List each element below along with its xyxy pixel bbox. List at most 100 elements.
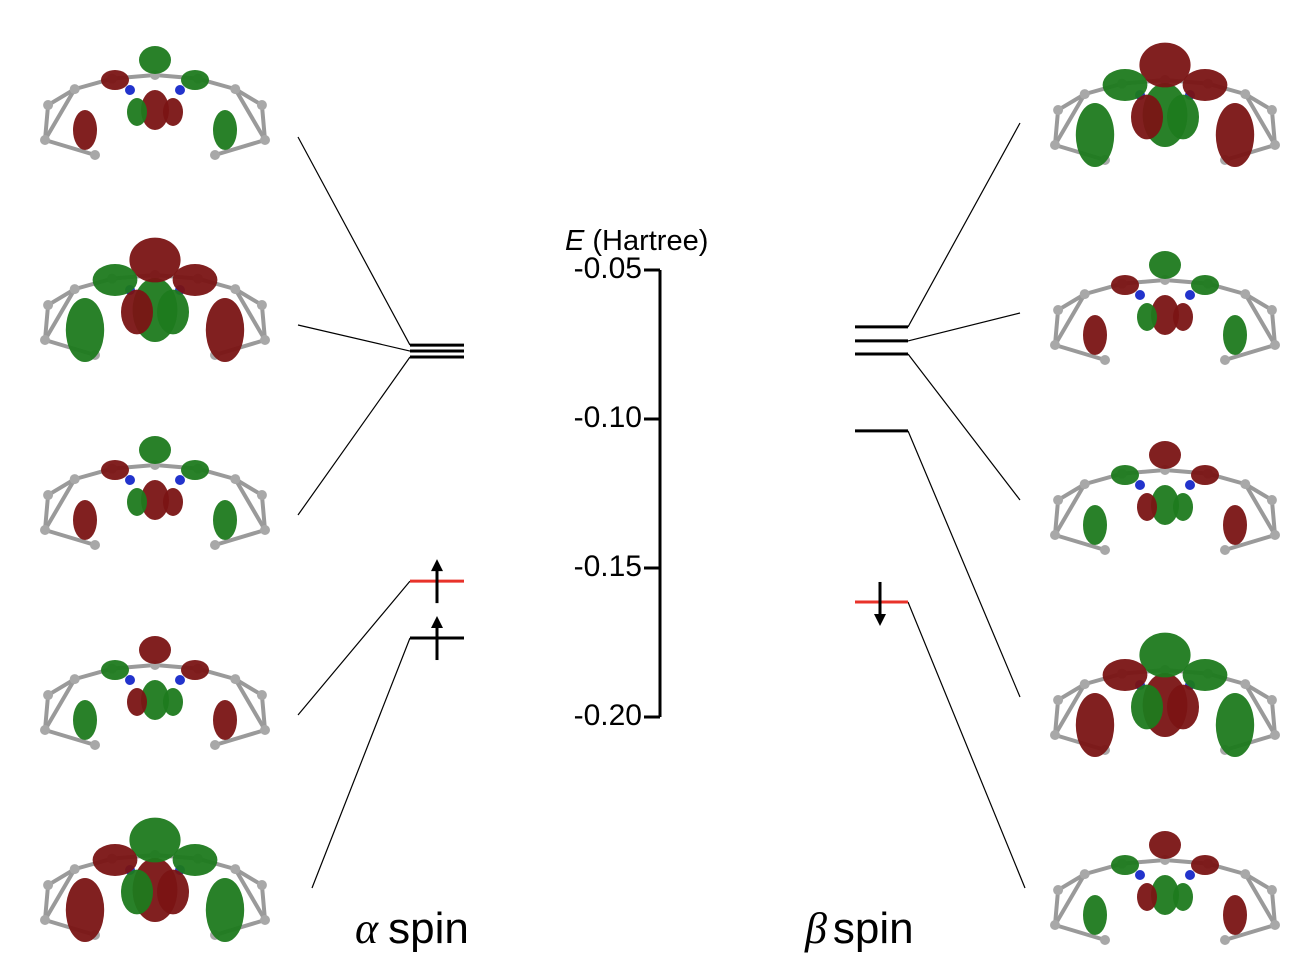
atom (125, 85, 135, 95)
orbital-lobe (213, 500, 237, 540)
orbital-lobe (127, 488, 147, 516)
orbital-picture (1050, 633, 1280, 757)
orbital-picture (1050, 441, 1280, 555)
atom (40, 915, 50, 925)
atom (1135, 870, 1145, 880)
atom (260, 335, 270, 345)
atom (1185, 290, 1195, 300)
orbital-lobe (1131, 685, 1163, 730)
atom (1135, 290, 1145, 300)
orbital-picture (40, 636, 270, 750)
orbital-lobe (157, 290, 189, 335)
atom (257, 690, 267, 700)
atom (257, 100, 267, 110)
orbital-lobe (139, 46, 171, 74)
atom (257, 300, 267, 310)
orbital-lobe (1137, 303, 1157, 331)
atom (1050, 530, 1060, 540)
atom (70, 674, 80, 684)
energy-diagram: E(Hartree) αspin βspin -0.05-0.10-0.15-0… (0, 0, 1305, 976)
orbital-lobe (1216, 693, 1254, 757)
orbital-lobe (121, 290, 153, 335)
connector (298, 325, 410, 351)
orbital-lobe (1083, 505, 1107, 545)
orbital-lobe (181, 460, 209, 480)
atom (1267, 695, 1277, 705)
connector (298, 581, 410, 715)
atom (1267, 495, 1277, 505)
atom (1100, 355, 1110, 365)
orbital-lobe (163, 488, 183, 516)
orbital-lobe (1173, 303, 1193, 331)
atom (1053, 495, 1063, 505)
atom (1100, 935, 1110, 945)
orbital-lobe (206, 878, 244, 942)
orbital-lobe (1131, 95, 1163, 140)
atom (1053, 105, 1063, 115)
orbital-lobe (127, 688, 147, 716)
orbital-lobe (1173, 883, 1193, 911)
atom (1270, 730, 1280, 740)
orbital-lobe (1076, 693, 1114, 757)
tick-label: -0.15 (574, 550, 642, 583)
orbital-lobe (101, 460, 129, 480)
atom (1240, 679, 1250, 689)
connector (312, 638, 410, 888)
orbital-picture (1050, 251, 1280, 365)
orbital-lobe (1083, 315, 1107, 355)
atom (125, 675, 135, 685)
atom (1270, 340, 1280, 350)
connector (908, 431, 1020, 697)
atom (1240, 479, 1250, 489)
atom (70, 284, 80, 294)
atom (1240, 89, 1250, 99)
atom (1080, 869, 1090, 879)
orbital-lobe (1173, 493, 1193, 521)
orbital-lobe (173, 264, 218, 296)
atom (230, 674, 240, 684)
orbital-lobe (1111, 275, 1139, 295)
atom (1185, 480, 1195, 490)
beta-symbol: β (804, 904, 827, 953)
atom (1270, 530, 1280, 540)
atom (70, 864, 80, 874)
orbital-lobe (129, 238, 180, 283)
orbital-lobe (181, 70, 209, 90)
atom (260, 525, 270, 535)
atom (90, 540, 100, 550)
orbital-lobe (1139, 43, 1190, 88)
orbital-lobe (139, 636, 171, 664)
atom (90, 740, 100, 750)
atom (1220, 355, 1230, 365)
orbital-lobe (129, 818, 180, 863)
orbital-lobe (93, 264, 138, 296)
orbital-lobe (66, 878, 104, 942)
orbital-lobe (1191, 855, 1219, 875)
atom (43, 300, 53, 310)
orbital-lobe (66, 298, 104, 362)
alpha-spin: spin (388, 904, 469, 953)
atom (40, 725, 50, 735)
orbital-lobe (127, 98, 147, 126)
orbital-lobe (1076, 103, 1114, 167)
orbital-lobe (1191, 275, 1219, 295)
orbital-lobe (173, 844, 218, 876)
orbital-lobe (101, 660, 129, 680)
atom (1080, 289, 1090, 299)
atom (1050, 340, 1060, 350)
atom (1080, 679, 1090, 689)
atom (1267, 885, 1277, 895)
orbital-lobe (1137, 493, 1157, 521)
atom (1240, 289, 1250, 299)
orbital-lobe (73, 110, 97, 150)
orbital-lobe (1103, 659, 1148, 691)
orbital-lobe (1111, 465, 1139, 485)
connector (298, 137, 410, 345)
atom (1053, 885, 1063, 895)
atom (43, 880, 53, 890)
atom (1220, 935, 1230, 945)
atom (230, 284, 240, 294)
atom (1100, 545, 1110, 555)
atom (40, 525, 50, 535)
atom (260, 135, 270, 145)
